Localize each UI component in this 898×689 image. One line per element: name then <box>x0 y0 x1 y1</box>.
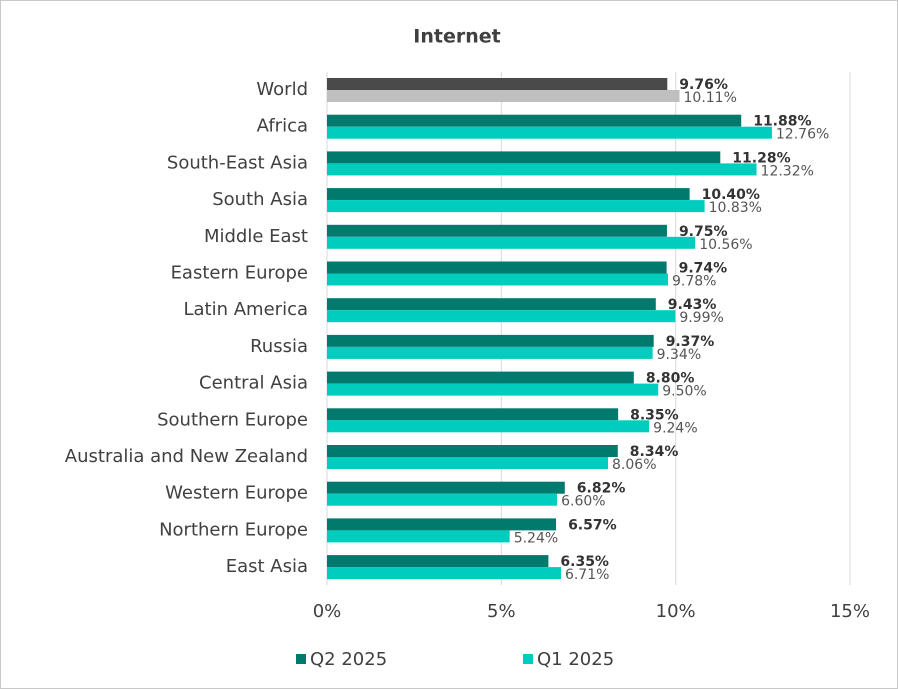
value-label: 12.76% <box>776 127 829 143</box>
value-label: 5.24% <box>514 530 558 546</box>
bar <box>327 298 656 311</box>
value-label: 9.76% <box>679 77 728 93</box>
bar <box>327 420 650 433</box>
bar <box>327 567 561 580</box>
x-tick-label: 0% <box>313 601 342 622</box>
bar <box>327 188 690 201</box>
bar <box>327 346 653 359</box>
y-tick-label: Russia <box>250 336 308 357</box>
y-tick-label: Northern Europe <box>159 519 308 540</box>
value-label: 8.34% <box>630 444 679 460</box>
value-label: 6.71% <box>565 567 609 583</box>
x-tick-label: 5% <box>487 601 516 622</box>
bar <box>327 481 565 494</box>
y-tick-label: South Asia <box>212 189 308 210</box>
chart-title: Internet <box>413 26 500 48</box>
value-label: 12.32% <box>761 163 814 179</box>
bar <box>327 261 667 274</box>
bar <box>327 383 659 396</box>
y-tick-label: Eastern Europe <box>171 263 308 284</box>
y-tick-label: World <box>256 79 308 100</box>
bar <box>327 114 742 127</box>
legend-swatch <box>523 654 533 664</box>
bar <box>327 151 721 164</box>
y-tick-label: South-East Asia <box>167 152 308 173</box>
y-tick-label: Southern Europe <box>157 409 308 430</box>
bar <box>327 224 667 237</box>
bar <box>327 493 558 506</box>
y-tick-label: Western Europe <box>165 483 308 504</box>
value-label: 9.24% <box>653 420 697 436</box>
legend-label: Q2 2025 <box>310 649 387 670</box>
x-tick-label: 10% <box>656 601 696 622</box>
legend-swatch <box>296 654 306 664</box>
value-label: 9.99% <box>679 310 723 326</box>
bar <box>327 163 757 176</box>
bar <box>327 273 668 286</box>
value-label: 9.34% <box>657 347 701 363</box>
value-label: 11.88% <box>753 114 811 130</box>
y-tick-label: Central Asia <box>199 373 308 394</box>
bar <box>327 457 609 469</box>
value-label: 9.75% <box>679 224 728 240</box>
value-label: 9.78% <box>672 274 716 290</box>
value-label: 6.57% <box>568 517 617 533</box>
value-label: 8.80% <box>646 371 695 387</box>
value-label: 9.43% <box>668 297 717 313</box>
bar <box>327 555 549 568</box>
y-tick-label: Australia and New Zealand <box>65 446 308 467</box>
value-label: 9.74% <box>679 261 728 277</box>
bar <box>327 408 619 421</box>
bar <box>327 78 668 90</box>
bar <box>327 90 680 102</box>
bar <box>327 518 557 531</box>
bar <box>327 236 696 249</box>
x-tick-label: 15% <box>830 601 870 622</box>
y-tick-label: Middle East <box>204 226 308 247</box>
value-label: 6.60% <box>561 494 605 510</box>
bar <box>327 371 634 384</box>
value-label: 11.28% <box>732 150 790 166</box>
value-label: 10.56% <box>699 237 752 253</box>
value-label: 8.35% <box>630 407 679 423</box>
bar <box>327 334 654 347</box>
value-label: 10.83% <box>709 200 762 216</box>
bar <box>327 126 772 139</box>
value-label: 6.35% <box>560 554 609 570</box>
y-tick-label: Latin America <box>184 299 309 320</box>
bar <box>327 310 676 323</box>
y-tick-label: East Asia <box>226 556 308 577</box>
value-label: 10.40% <box>702 187 760 203</box>
value-label: 8.06% <box>612 457 656 473</box>
bar <box>327 200 705 213</box>
value-label: 10.11% <box>684 90 737 106</box>
y-tick-label: Africa <box>257 116 308 137</box>
value-label: 6.82% <box>577 481 626 497</box>
bar <box>327 445 618 457</box>
legend-label: Q1 2025 <box>537 649 614 670</box>
value-label: 9.50% <box>662 384 706 400</box>
value-label: 9.37% <box>666 334 715 350</box>
bar <box>327 530 510 543</box>
